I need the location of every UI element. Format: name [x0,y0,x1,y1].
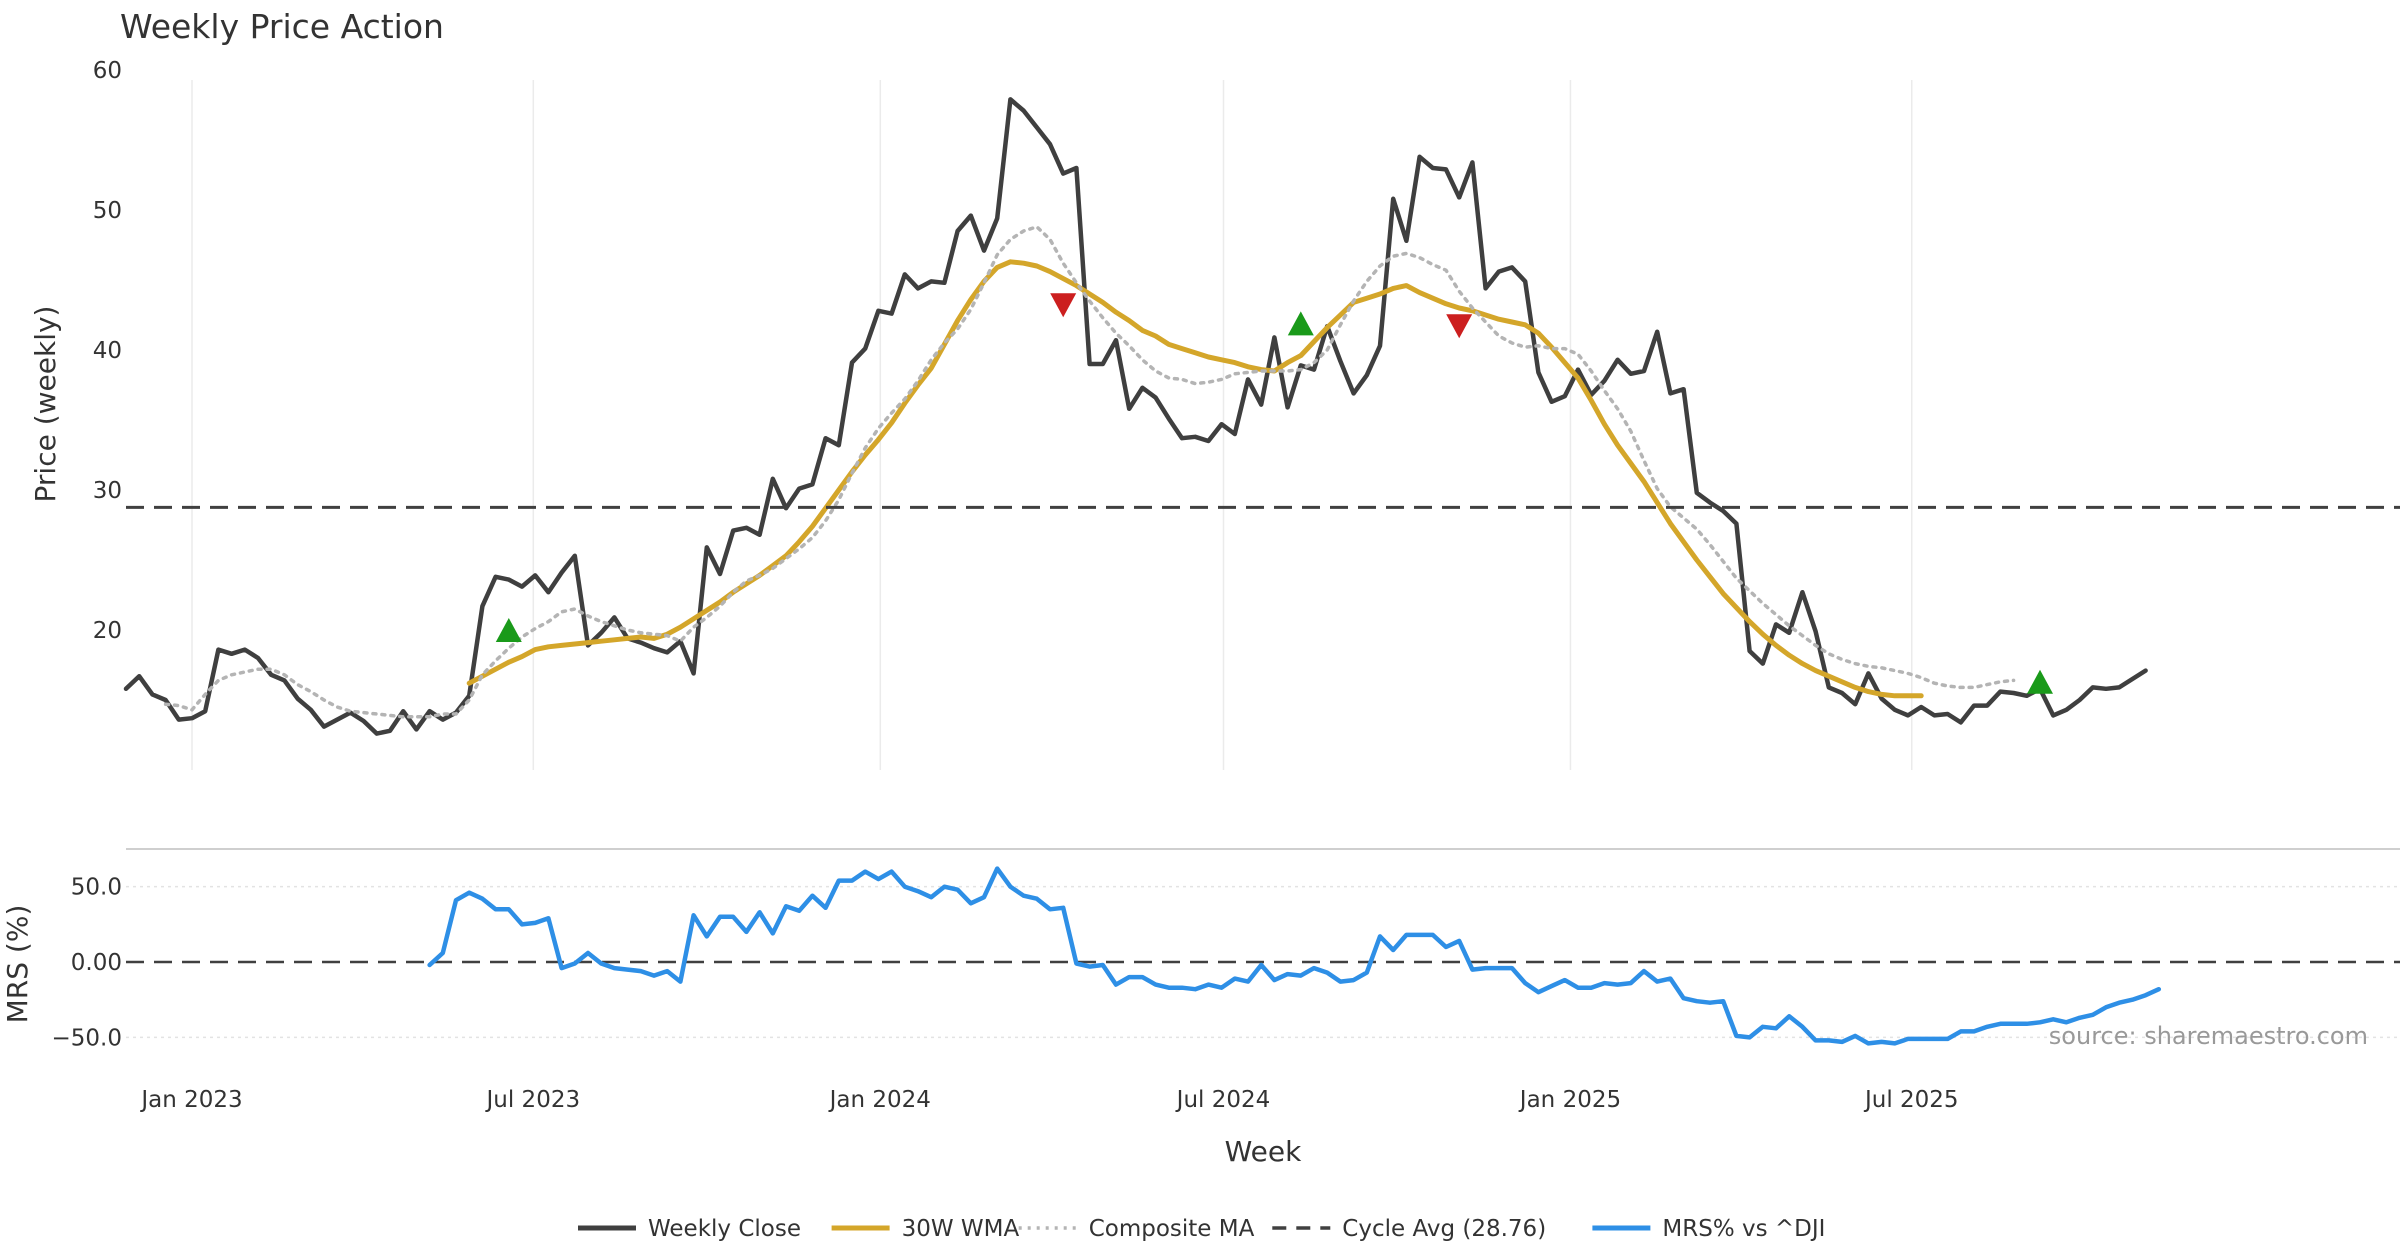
x-tick-label: Jul 2023 [485,1087,581,1113]
price-y-tick-label: 60 [93,58,122,84]
composite-ma-line [163,225,2016,719]
price-y-tick-label: 50 [93,198,122,224]
buy-signal-marker [495,618,522,642]
mrs-grid [126,885,2400,1039]
mrs-series-layer [427,866,2162,1046]
mrs-y-tick-label: −50.0 [52,1025,122,1051]
sell-signal-marker [1446,314,1473,339]
price-y-axis-label: Price (weekly) [29,306,62,503]
x-tick-label: Jul 2025 [1863,1087,1959,1113]
source-watermark: source: sharemaestro.com [2049,1022,2368,1050]
mrs-y-tick-label: 50.0 [71,875,122,901]
price-series-layer [123,97,2400,736]
30w-wma-legend-label: 30W WMA [902,1216,1020,1242]
chart-title: Weekly Price Action [120,7,444,46]
mrs-y-ticks: 50.0 0.00 −50.0 [52,875,122,1052]
buy-signal-marker [1287,311,1314,336]
weekly-close-line [123,97,2148,736]
x-ticks: Jan 2023 Jul 2023 Jan 2024 Jul 2024 Jan 2025… [139,1087,1958,1113]
price-y-tick-label: 20 [93,618,122,644]
x-tick-label: Jan 2023 [139,1087,242,1113]
signal-markers [495,293,2053,694]
mrs-y-axis-label: MRS (%) [1,905,34,1024]
x-tick-label: Jan 2024 [828,1087,931,1113]
mrs-vs-dji-line [427,866,2162,1046]
price-y-tick-label: 30 [93,478,122,504]
cycle-avg-28-76-legend-label: Cycle Avg (28.76) [1342,1216,1546,1242]
x-axis-label: Week [1225,1135,1302,1168]
mrs-y-tick-label: 0.00 [71,950,122,976]
mrs-vs-dji-legend-label: MRS% vs ^DJI [1662,1216,1825,1242]
composite-ma-legend-label: Composite MA [1089,1216,1255,1242]
x-tick-label: Jan 2025 [1518,1087,1621,1113]
30w-wma-line [466,259,1924,699]
price-y-tick-label: 40 [93,338,122,364]
weekly-close-legend-label: Weekly Close [648,1216,801,1242]
sell-signal-marker [1050,293,1077,318]
price-y-ticks: 20 30 40 50 60 [93,58,122,644]
price-grid [191,80,1913,770]
chart-legend: Weekly Close 30W WMA Composite MA Cycle Avg… [578,1216,1825,1242]
x-tick-label: Jul 2024 [1175,1087,1271,1113]
buy-signal-marker [2027,669,2053,694]
